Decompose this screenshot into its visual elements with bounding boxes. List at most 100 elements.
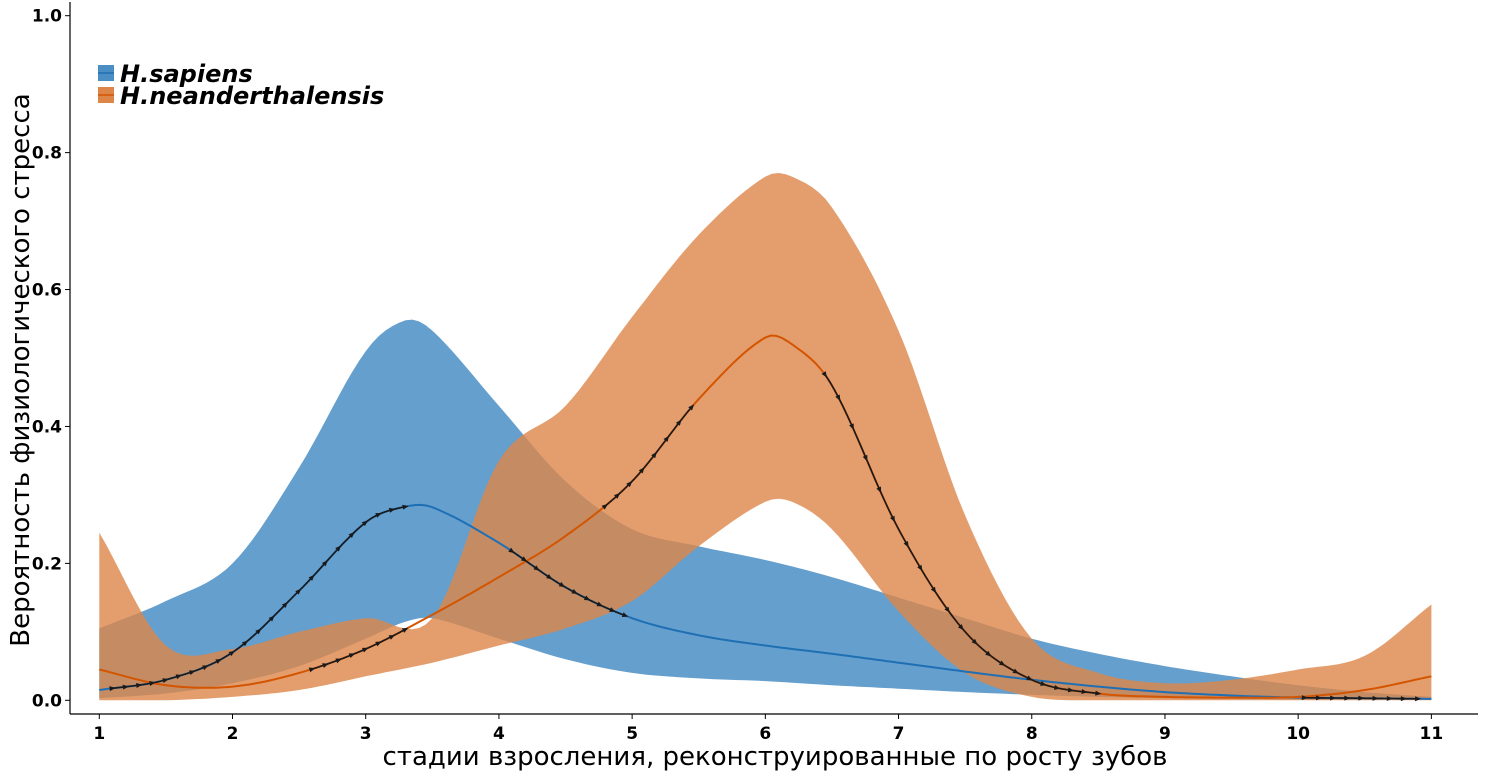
arrow-marker bbox=[508, 547, 515, 554]
arrow-marker bbox=[546, 573, 553, 580]
arrow-marker bbox=[1386, 695, 1393, 701]
arrow-marker bbox=[1315, 695, 1322, 701]
arrow-marker bbox=[1081, 689, 1088, 695]
arrow-marker bbox=[944, 606, 950, 613]
arrow-marker bbox=[571, 588, 578, 595]
arrow-marker bbox=[1053, 684, 1061, 690]
arrow-marker bbox=[821, 371, 828, 378]
arrow-marker bbox=[361, 520, 369, 527]
arrow-marker bbox=[1067, 687, 1075, 693]
legend-label: H.sapiens bbox=[120, 60, 253, 88]
arrow-marker bbox=[621, 612, 629, 617]
confidence-band bbox=[99, 173, 1432, 701]
arrow-marker bbox=[596, 601, 604, 607]
arrow-marker bbox=[281, 601, 288, 608]
arrow-marker bbox=[175, 674, 183, 680]
arrow-marker bbox=[1330, 695, 1337, 701]
arrow-marker bbox=[876, 486, 882, 494]
arrow-marker bbox=[255, 628, 262, 635]
arrow-marker bbox=[835, 394, 841, 401]
y-tick-label: 0.8 bbox=[32, 144, 62, 164]
arrow-marker bbox=[375, 512, 382, 518]
arrow-marker bbox=[675, 419, 682, 426]
y-tick-label: 0.4 bbox=[32, 417, 62, 437]
arrow-marker bbox=[361, 647, 369, 653]
arrow-marker bbox=[688, 404, 695, 411]
y-axis-title: Вероятность физиологического стресса bbox=[6, 93, 36, 646]
arrow-marker bbox=[583, 595, 591, 601]
arrow-marker bbox=[1040, 681, 1047, 686]
arrow-marker bbox=[295, 588, 302, 595]
arrow-marker bbox=[241, 640, 249, 647]
arrow-marker bbox=[308, 574, 315, 581]
x-tick-label: 1 bbox=[93, 724, 105, 744]
arrow-marker bbox=[1372, 695, 1379, 701]
arrow-marker bbox=[601, 503, 608, 510]
arrow-marker bbox=[348, 653, 356, 659]
x-tick-label: 5 bbox=[626, 724, 638, 744]
x-tick-label: 9 bbox=[1159, 724, 1171, 744]
arrow-marker bbox=[1358, 695, 1365, 701]
y-ticks: 0.0 0.2 0.4 0.6 0.8 1.0 bbox=[32, 7, 70, 711]
y-tick-label: 0.6 bbox=[32, 281, 62, 301]
x-tick-label: 10 bbox=[1286, 724, 1310, 744]
arrow-marker bbox=[109, 686, 116, 692]
arrow-marker bbox=[402, 504, 409, 510]
y-tick-label: 1.0 bbox=[32, 7, 62, 27]
arrow-marker bbox=[1344, 695, 1351, 701]
arrow-marker bbox=[520, 556, 528, 562]
y-tick-label: 0.2 bbox=[32, 554, 62, 574]
arrow-marker bbox=[985, 650, 992, 657]
x-tick-label: 4 bbox=[493, 724, 505, 744]
arrow-marker bbox=[122, 684, 129, 690]
x-ticks: 1 2 3 4 5 6 7 8 9 10 11 bbox=[93, 714, 1443, 744]
arrow-marker bbox=[663, 435, 670, 443]
arrow-marker bbox=[188, 670, 196, 676]
arrow-marker bbox=[388, 507, 396, 513]
arrow-marker bbox=[149, 681, 156, 686]
arrow-marker bbox=[322, 663, 329, 668]
axes bbox=[69, 2, 1478, 715]
arrow-annotations bbox=[109, 371, 1422, 702]
arrow-marker bbox=[1012, 668, 1020, 674]
arrow-marker bbox=[308, 667, 316, 673]
arrow-marker bbox=[1026, 675, 1033, 681]
x-tick-label: 7 bbox=[893, 724, 905, 744]
arrow-marker bbox=[135, 683, 143, 688]
x-tick-label: 8 bbox=[1026, 724, 1038, 744]
arrow-marker bbox=[903, 541, 909, 548]
arrow-marker bbox=[998, 660, 1006, 666]
arrow-marker bbox=[626, 481, 633, 488]
arrow-marker bbox=[388, 634, 396, 640]
x-tick-label: 2 bbox=[227, 724, 239, 744]
arrow-marker bbox=[533, 565, 540, 571]
arrow-marker bbox=[1095, 690, 1102, 696]
legend-label: H.neanderthalensis bbox=[120, 82, 384, 110]
arrow-marker bbox=[1415, 696, 1422, 702]
arrow-marker bbox=[162, 678, 169, 684]
arrow-path bbox=[511, 550, 626, 617]
x-axis-title: стадии взросления, реконструированные по… bbox=[383, 742, 1168, 772]
arrow-marker bbox=[613, 492, 621, 499]
confidence-band bbox=[99, 319, 1432, 700]
x-tick-label: 11 bbox=[1420, 724, 1444, 744]
arrow-marker bbox=[202, 665, 209, 671]
x-tick-label: 3 bbox=[360, 724, 372, 744]
arrow-marker bbox=[215, 658, 222, 664]
x-tick-label: 6 bbox=[759, 724, 771, 744]
y-tick-label: 0.0 bbox=[32, 691, 62, 711]
arrow-marker bbox=[401, 627, 409, 633]
arrow-marker bbox=[930, 586, 937, 594]
arrow-marker bbox=[228, 650, 235, 657]
arrow-marker bbox=[957, 624, 964, 631]
arrow-marker bbox=[890, 515, 895, 523]
arrow-marker bbox=[375, 641, 382, 647]
arrow-marker bbox=[609, 607, 616, 612]
arrow-marker bbox=[1301, 695, 1308, 701]
arrow-marker bbox=[862, 454, 868, 462]
arrow-marker bbox=[558, 581, 566, 588]
arrow-marker bbox=[638, 467, 645, 474]
confidence-bands bbox=[99, 173, 1432, 701]
